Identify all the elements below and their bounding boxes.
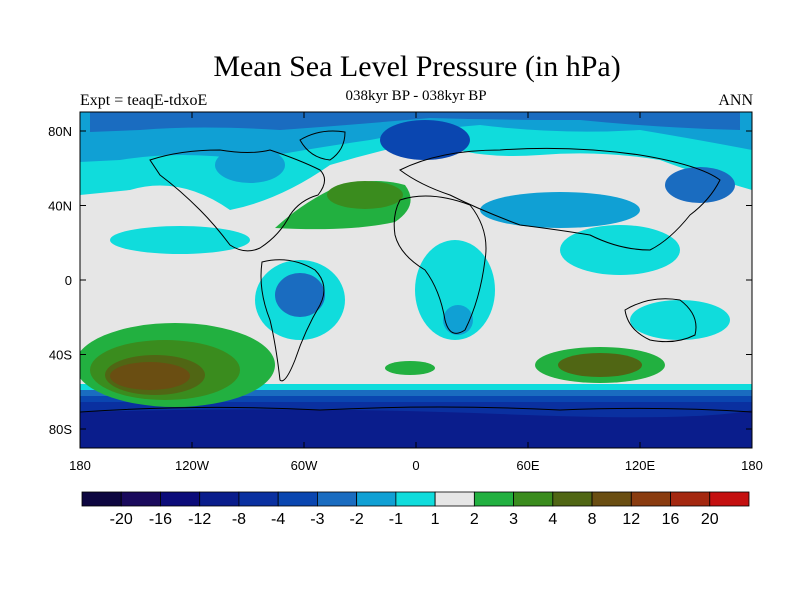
colorbar-box [81, 491, 122, 507]
x-tick-label: 180 [69, 458, 91, 473]
north-america-coast [149, 149, 325, 252]
y-tick-label: 40N [48, 199, 72, 214]
colorbar-box [160, 491, 201, 507]
season-label: ANN [718, 92, 753, 109]
south-america-core [275, 273, 325, 317]
colorbar-label: 1 [431, 511, 440, 528]
alaska-low [215, 147, 285, 183]
colorbar-box [552, 491, 593, 507]
colorbar-label: 4 [548, 511, 557, 528]
eurasia-coast [399, 147, 721, 251]
pacific-high-core [110, 362, 190, 390]
x-tick-label: 120E [625, 458, 656, 473]
colorbar-box [630, 491, 671, 507]
colorbar-box [199, 491, 240, 507]
colorbar-label: 20 [701, 511, 719, 528]
y-tick-label: 80N [48, 124, 72, 139]
colorbar: -20 -16 -12 -8 -4 -3 -2 -1 1 2 3 4 8 12 16 20 [81, 491, 750, 528]
y-tick-label: 80S [49, 422, 72, 437]
asia-low [480, 192, 640, 228]
x-tick-label: 60E [516, 458, 539, 473]
indian-high-core [558, 353, 642, 377]
colorbar-label: -16 [149, 511, 172, 528]
australia-low [630, 300, 730, 340]
arctic-low-3 [90, 112, 740, 132]
map-axes: 180 120W 60W 0 60E 120E 180 80N 40N 0 40S 80S [48, 112, 763, 473]
colorbar-label: 16 [662, 511, 680, 528]
colorbar-box [277, 491, 318, 507]
antarctic-low [80, 409, 752, 448]
x-tick-label: 180 [741, 458, 763, 473]
antarctica-coast [80, 406, 752, 413]
colorbar-box [356, 491, 397, 507]
colorbar-box [434, 491, 475, 507]
africa-low [415, 240, 495, 340]
colorbar-box [395, 491, 436, 507]
colorbar-label: -2 [350, 511, 364, 528]
colorbar-label: -3 [310, 511, 324, 528]
x-tick-label: 0 [412, 458, 419, 473]
arctic-low-core [380, 120, 470, 160]
experiment-label: Expt = teaqE-tdxoE [80, 92, 208, 109]
colorbar-label: -20 [110, 511, 133, 528]
x-tick-label: 60W [291, 458, 318, 473]
colorbar-label: -4 [271, 511, 285, 528]
greenland-coast [299, 130, 346, 161]
australia-coast [624, 298, 697, 343]
colorbar-box [513, 491, 554, 507]
atlantic-high-core [327, 181, 403, 209]
map-title: Mean Sea Level Pressure (in hPa) [213, 50, 621, 83]
colorbar-label: 8 [588, 511, 597, 528]
colorbar-label: 3 [509, 511, 518, 528]
pacific-low [665, 167, 735, 203]
colorbar-box [317, 491, 358, 507]
colorbar-box [670, 491, 711, 507]
colorbar-label: -12 [188, 511, 211, 528]
south-atlantic-high [385, 361, 435, 375]
africa-core [443, 305, 473, 335]
colorbar-box [591, 491, 632, 507]
pressure-field [80, 112, 752, 448]
indian-low [560, 225, 680, 275]
y-tick-label: 0 [65, 273, 72, 288]
colorbar-box [473, 491, 514, 507]
colorbar-label: 12 [622, 511, 640, 528]
x-tick-label: 120W [175, 458, 210, 473]
colorbar-label: -1 [389, 511, 403, 528]
colorbar-box [238, 491, 279, 507]
y-tick-label: 40S [49, 348, 72, 363]
coastlines [80, 130, 752, 413]
colorbar-label: 2 [470, 511, 479, 528]
colorbar-box [709, 491, 750, 507]
map-subtitle: 038kyr BP - 038kyr BP [345, 88, 487, 104]
south-america-coast [260, 259, 325, 382]
colorbar-label: -8 [232, 511, 246, 528]
colorbar-box [120, 491, 161, 507]
east-pacific-low [110, 226, 250, 254]
